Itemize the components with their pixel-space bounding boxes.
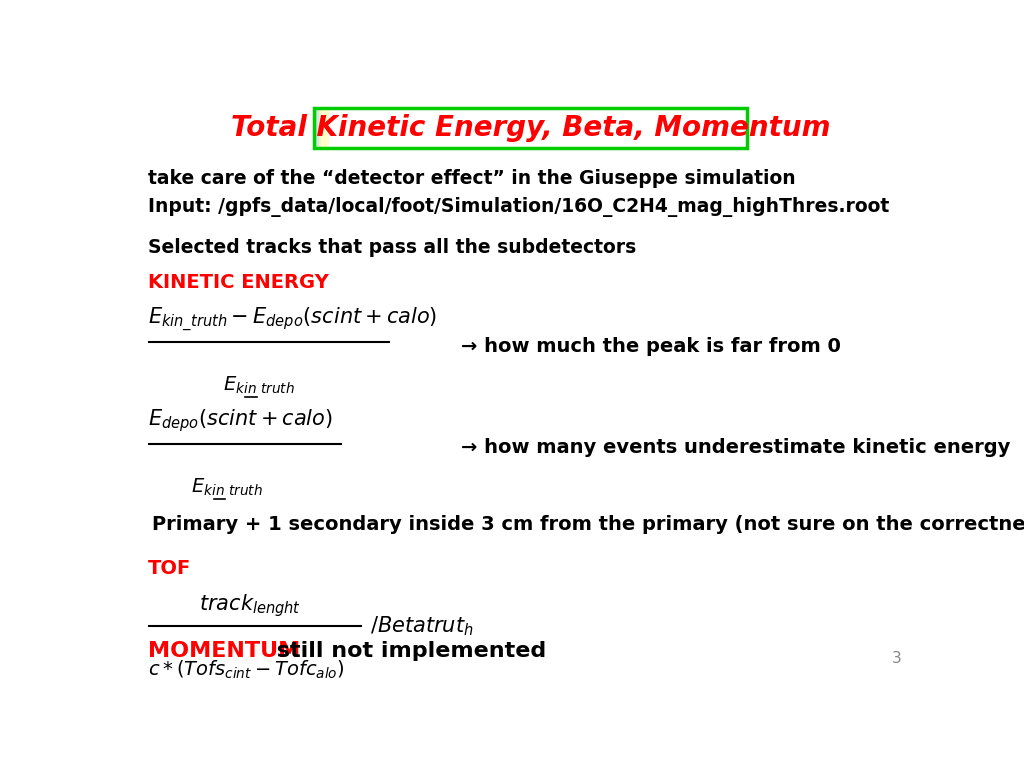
Text: $/Betatrut_{h}$: $/Betatrut_{h}$: [370, 614, 474, 638]
Bar: [319, 108, 327, 148]
Bar: [315, 108, 323, 148]
Text: → how many events underestimate kinetic energy: → how many events underestimate kinetic …: [461, 439, 1011, 458]
Bar: [314, 108, 322, 148]
Bar: [315, 108, 323, 148]
Text: $E_{kin\ truth}$: $E_{kin\ truth}$: [223, 375, 295, 396]
Bar: [316, 108, 324, 148]
Text: Total Kinetic Energy, Beta, Momentum: Total Kinetic Energy, Beta, Momentum: [231, 114, 830, 142]
Bar: [319, 108, 327, 148]
Bar: [319, 108, 327, 148]
Bar: [314, 108, 323, 148]
Bar: [319, 108, 327, 148]
Bar: [317, 108, 325, 148]
Bar: [316, 108, 324, 148]
Bar: [319, 108, 327, 148]
Bar: [315, 108, 323, 148]
Text: Input: /gpfs_data/local/foot/Simulation/16O_C2H4_mag_highThres.root: Input: /gpfs_data/local/foot/Simulation/…: [147, 197, 889, 217]
Bar: [321, 108, 328, 148]
Text: → how much the peak is far from 0: → how much the peak is far from 0: [461, 336, 841, 356]
Bar: [321, 108, 328, 148]
Bar: [321, 108, 328, 148]
Bar: [315, 108, 323, 148]
Bar: [317, 108, 325, 148]
Bar: [318, 108, 326, 148]
Text: Primary + 1 secondary inside 3 cm from the primary (not sure on the correctness): Primary + 1 secondary inside 3 cm from t…: [152, 515, 1024, 534]
Bar: [322, 108, 329, 148]
Bar: [317, 108, 325, 148]
Bar: [316, 108, 324, 148]
Bar: [314, 108, 322, 148]
Bar: [322, 108, 329, 148]
Bar: [318, 108, 326, 148]
Bar: [317, 108, 325, 148]
Text: 3: 3: [892, 650, 902, 666]
Bar: [317, 108, 325, 148]
Bar: [316, 108, 324, 148]
Bar: [316, 108, 325, 148]
Bar: [321, 108, 328, 148]
Bar: [315, 108, 323, 148]
Bar: [315, 108, 323, 148]
Bar: [318, 108, 326, 148]
Bar: [319, 108, 327, 148]
Bar: [317, 108, 325, 148]
Bar: [322, 108, 329, 148]
Bar: [318, 108, 327, 148]
Bar: [316, 108, 324, 148]
Bar: [317, 108, 325, 148]
Bar: [321, 108, 329, 148]
Text: Selected tracks that pass all the subdetectors: Selected tracks that pass all the subdet…: [147, 237, 636, 257]
Text: KINETIC ENERGY: KINETIC ENERGY: [147, 273, 329, 292]
Bar: [316, 108, 324, 148]
Bar: [318, 108, 326, 148]
Text: $track_{lenght}$: $track_{lenght}$: [200, 592, 302, 619]
Bar: [314, 108, 322, 148]
Bar: [315, 108, 323, 148]
Text: $c*(Tofs_{cint} - Tofc_{alo})$: $c*(Tofs_{cint} - Tofc_{alo})$: [147, 659, 345, 681]
Bar: [318, 108, 326, 148]
Text: MOMENTUM: MOMENTUM: [147, 641, 300, 661]
Bar: [316, 108, 324, 148]
Bar: [319, 108, 327, 148]
Bar: [321, 108, 328, 148]
Bar: [319, 108, 327, 148]
Bar: [322, 108, 329, 148]
Bar: [318, 108, 326, 148]
Bar: [318, 108, 326, 148]
Text: still not implemented: still not implemented: [269, 641, 547, 661]
Bar: [316, 108, 324, 148]
Text: take care of the “detector effect” in the Giuseppe simulation: take care of the “detector effect” in th…: [147, 169, 796, 188]
Bar: [318, 108, 326, 148]
Bar: [321, 108, 328, 148]
Text: $E_{kin\ truth}$: $E_{kin\ truth}$: [191, 476, 263, 498]
Text: $E_{kin\_truth} - E_{depo}(scint + calo)$: $E_{kin\_truth} - E_{depo}(scint + calo)…: [147, 306, 437, 334]
Bar: [321, 108, 328, 148]
Bar: [321, 108, 328, 148]
Text: TOF: TOF: [147, 559, 191, 578]
Bar: [315, 108, 323, 148]
Bar: [322, 108, 329, 148]
Text: $E_{depo}(scint + calo)$: $E_{depo}(scint + calo)$: [147, 407, 333, 434]
Bar: [317, 108, 325, 148]
